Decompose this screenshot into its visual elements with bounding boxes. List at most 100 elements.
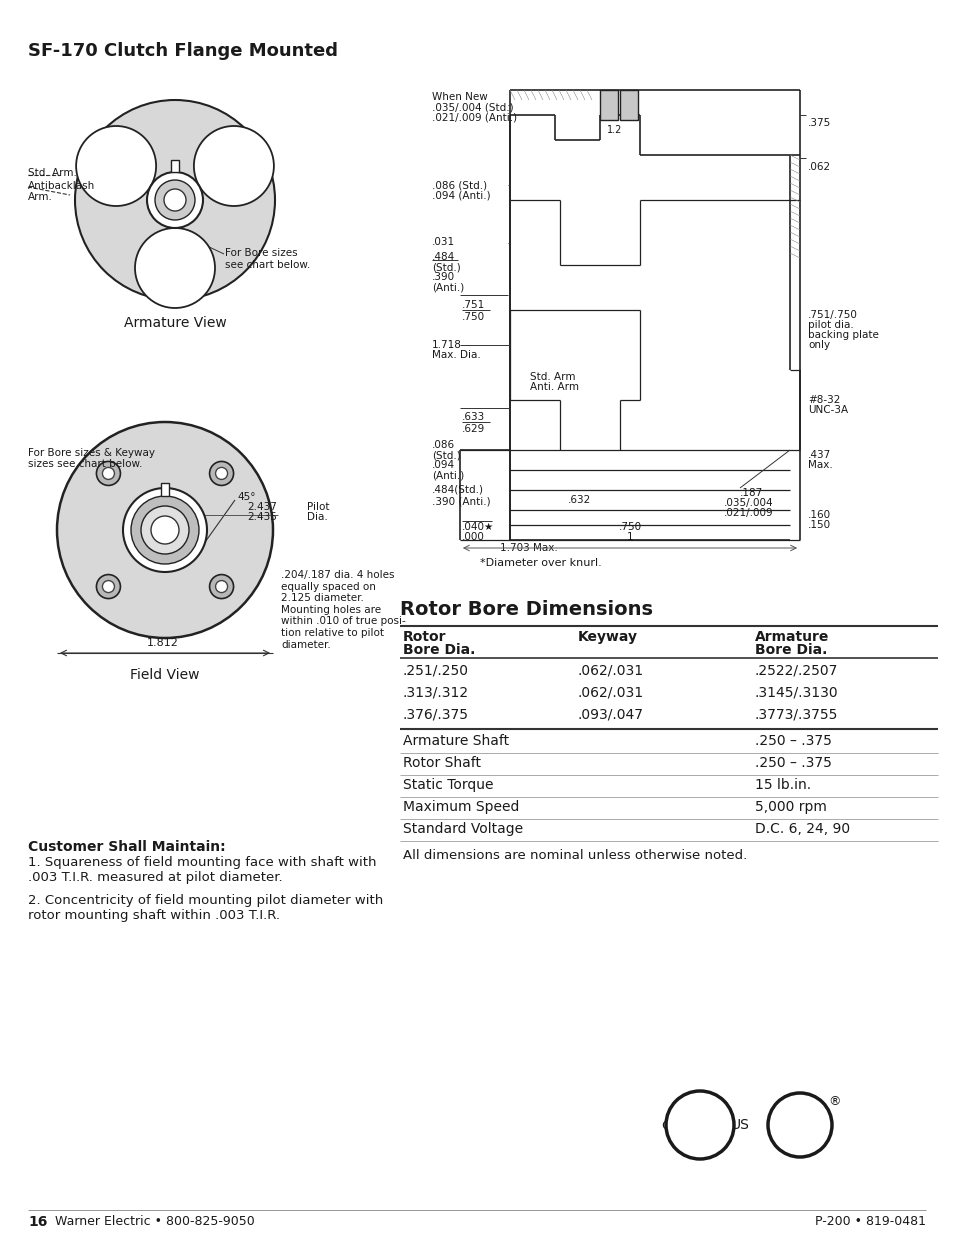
Circle shape bbox=[135, 228, 214, 308]
Circle shape bbox=[75, 100, 274, 300]
Text: .031: .031 bbox=[432, 237, 455, 247]
Text: 16: 16 bbox=[28, 1215, 48, 1229]
Text: SP: SP bbox=[785, 1115, 813, 1134]
Text: Rotor: Rotor bbox=[402, 630, 446, 643]
Text: .021/.009 (Anti.): .021/.009 (Anti.) bbox=[432, 112, 517, 122]
Bar bbox=[619, 90, 638, 120]
Text: Dia.: Dia. bbox=[307, 513, 328, 522]
Text: .086 (Std.): .086 (Std.) bbox=[432, 180, 487, 190]
Text: Arm.: Arm. bbox=[28, 191, 52, 203]
Text: 45°: 45° bbox=[236, 492, 255, 501]
Text: Customer Shall Maintain:: Customer Shall Maintain: bbox=[28, 840, 226, 853]
Text: 1.718: 1.718 bbox=[432, 340, 461, 350]
Text: .251/.250: .251/.250 bbox=[402, 663, 469, 677]
Text: Warner Electric • 800-825-9050: Warner Electric • 800-825-9050 bbox=[55, 1215, 254, 1228]
Text: .187: .187 bbox=[740, 488, 762, 498]
Circle shape bbox=[102, 580, 114, 593]
Text: .632: .632 bbox=[567, 495, 591, 505]
Text: Max. Dia.: Max. Dia. bbox=[432, 350, 480, 359]
Text: .094 (Anti.): .094 (Anti.) bbox=[432, 190, 490, 200]
Bar bbox=[599, 90, 618, 120]
Text: .390 (Anti.): .390 (Anti.) bbox=[432, 496, 490, 506]
Text: c: c bbox=[660, 1118, 668, 1132]
Text: Armature View: Armature View bbox=[124, 316, 226, 330]
Text: .484(Std.): .484(Std.) bbox=[432, 485, 483, 495]
Circle shape bbox=[193, 126, 274, 206]
Text: .751/.750: .751/.750 bbox=[807, 310, 857, 320]
Text: (Anti.): (Anti.) bbox=[432, 471, 464, 480]
Circle shape bbox=[76, 126, 156, 206]
Text: 1.812: 1.812 bbox=[147, 638, 178, 648]
Circle shape bbox=[210, 574, 233, 599]
Text: #8-32: #8-32 bbox=[807, 395, 840, 405]
Text: SF-170 Clutch Flange Mounted: SF-170 Clutch Flange Mounted bbox=[28, 42, 337, 61]
Circle shape bbox=[215, 467, 228, 479]
Text: Std. Arm: Std. Arm bbox=[530, 372, 575, 382]
Text: .150: .150 bbox=[807, 520, 830, 530]
Circle shape bbox=[57, 422, 273, 638]
Text: .035/.004: .035/.004 bbox=[723, 498, 773, 508]
Circle shape bbox=[96, 574, 120, 599]
Text: Rotor Shaft: Rotor Shaft bbox=[402, 756, 480, 769]
Bar bbox=[161, 483, 169, 496]
Text: .750: .750 bbox=[461, 312, 485, 322]
Text: .375: .375 bbox=[807, 119, 830, 128]
Text: .160: .160 bbox=[807, 510, 830, 520]
Text: .062/.031: .062/.031 bbox=[578, 685, 643, 699]
Text: sizes see chart below.: sizes see chart below. bbox=[28, 459, 142, 469]
Circle shape bbox=[131, 496, 199, 564]
Text: Std. Arm.: Std. Arm. bbox=[28, 168, 77, 178]
Text: .021/.009: .021/.009 bbox=[723, 508, 773, 517]
Text: .040★: .040★ bbox=[461, 522, 494, 532]
Text: UL: UL bbox=[685, 1113, 713, 1132]
Text: 15 lb.in.: 15 lb.in. bbox=[754, 778, 810, 792]
Text: .000: .000 bbox=[461, 532, 484, 542]
Text: .437: .437 bbox=[807, 450, 830, 459]
Text: Max.: Max. bbox=[807, 459, 832, 471]
Text: When New: When New bbox=[432, 91, 487, 103]
Text: .751: .751 bbox=[461, 300, 485, 310]
Text: For Bore sizes
see chart below.: For Bore sizes see chart below. bbox=[225, 248, 310, 269]
Circle shape bbox=[147, 172, 203, 228]
Text: For Bore sizes & Keyway: For Bore sizes & Keyway bbox=[28, 448, 154, 458]
Text: Antibacklash: Antibacklash bbox=[28, 182, 95, 191]
Text: .250 – .375: .250 – .375 bbox=[754, 734, 831, 748]
Text: Static Torque: Static Torque bbox=[402, 778, 493, 792]
Text: 1: 1 bbox=[626, 532, 633, 542]
Text: ®: ® bbox=[828, 1095, 841, 1108]
Text: Bore Dia.: Bore Dia. bbox=[402, 643, 475, 657]
Text: Standard Voltage: Standard Voltage bbox=[402, 823, 522, 836]
Text: 2. Concentricity of field mounting pilot diameter with
rotor mounting shaft with: 2. Concentricity of field mounting pilot… bbox=[28, 894, 383, 923]
Text: Armature: Armature bbox=[754, 630, 828, 643]
Text: .094: .094 bbox=[432, 459, 455, 471]
Text: D.C. 6, 24, 90: D.C. 6, 24, 90 bbox=[754, 823, 849, 836]
Text: .3773/.3755: .3773/.3755 bbox=[754, 706, 838, 721]
Text: .633: .633 bbox=[461, 412, 485, 422]
Text: Pilot: Pilot bbox=[307, 501, 329, 513]
Text: .062/.031: .062/.031 bbox=[578, 663, 643, 677]
Text: P-200 • 819-0481: P-200 • 819-0481 bbox=[814, 1215, 925, 1228]
Text: .3145/.3130: .3145/.3130 bbox=[754, 685, 838, 699]
Circle shape bbox=[215, 580, 228, 593]
Text: 2.435: 2.435 bbox=[247, 513, 276, 522]
Text: UNC-3A: UNC-3A bbox=[807, 405, 847, 415]
Text: Anti. Arm: Anti. Arm bbox=[530, 382, 578, 391]
Text: Armature Shaft: Armature Shaft bbox=[402, 734, 509, 748]
Text: .750: .750 bbox=[618, 522, 640, 532]
Circle shape bbox=[164, 189, 186, 211]
Text: All dimensions are nominal unless otherwise noted.: All dimensions are nominal unless otherw… bbox=[402, 848, 746, 862]
Text: 2.437: 2.437 bbox=[247, 501, 276, 513]
Text: backing plate: backing plate bbox=[807, 330, 878, 340]
Circle shape bbox=[141, 506, 189, 555]
Text: (Anti.): (Anti.) bbox=[432, 282, 464, 291]
Text: .376/.375: .376/.375 bbox=[402, 706, 469, 721]
Text: US: US bbox=[730, 1118, 749, 1132]
Text: 1. Squareness of field mounting face with shaft with
.003 T.I.R. measured at pil: 1. Squareness of field mounting face wit… bbox=[28, 856, 376, 884]
Text: 1.703 Max.: 1.703 Max. bbox=[499, 543, 558, 553]
Circle shape bbox=[154, 180, 194, 220]
Text: 1.2: 1.2 bbox=[607, 125, 622, 135]
Text: (Std.): (Std.) bbox=[432, 450, 460, 459]
Text: .204/.187 dia. 4 holes
equally spaced on
2.125 diameter.
Mounting holes are
with: .204/.187 dia. 4 holes equally spaced on… bbox=[281, 571, 405, 650]
Circle shape bbox=[210, 462, 233, 485]
Bar bbox=[171, 161, 179, 172]
